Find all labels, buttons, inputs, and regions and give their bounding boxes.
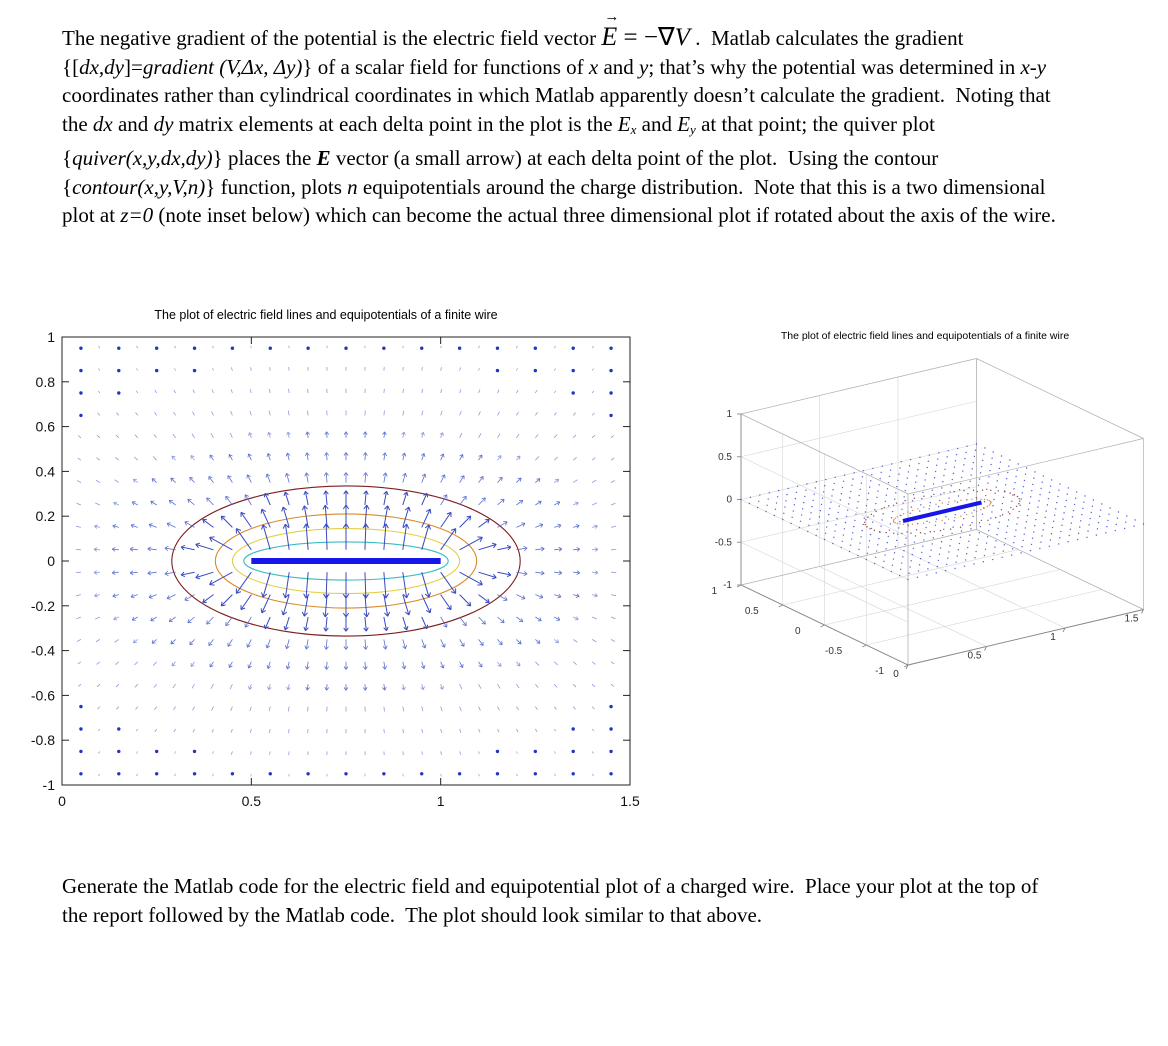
text-segment: } of a scalar field for functions of: [302, 54, 589, 79]
y-tick-label-3d: 0: [795, 626, 801, 637]
z-tick-label-3d: -0.5: [715, 537, 733, 548]
text-segment: gradient: [142, 54, 214, 79]
x-tick-label-3d: 1: [1050, 632, 1056, 643]
text-segment: y: [690, 121, 696, 137]
z-tick-label-3d: -1: [723, 580, 732, 591]
text-segment: dy: [153, 111, 174, 136]
text-segment: E: [601, 10, 619, 50]
text-segment: matrix elements at each delta point in t…: [173, 111, 618, 136]
y-tick-label-3d: -0.5: [825, 646, 843, 657]
text-segment: E: [316, 146, 331, 170]
text-segment: y: [639, 54, 649, 79]
text-segment: (note inset below) which can become the …: [153, 203, 1056, 227]
intro-paragraph: The negative gradient of the potential i…: [62, 10, 1064, 230]
text-segment: (V,Δx, Δy): [214, 54, 303, 79]
y-tick-label: -0.4: [31, 643, 55, 659]
instructions-paragraph: Generate the Matlab code for the electri…: [62, 872, 1047, 930]
text-segment: } places the: [212, 146, 317, 170]
text-segment: coordinates rather than cylindrical coor…: [62, 54, 1056, 136]
plot3d-title: The plot of electric field lines and equ…: [781, 330, 1069, 342]
z-tick-label-3d: 1: [726, 409, 732, 420]
text-segment: dx: [92, 111, 113, 136]
text-segment: . Matlab calculates the gradient {[: [62, 26, 969, 79]
y-tick-label: 0.2: [36, 508, 56, 524]
y-tick-label: 0.8: [36, 374, 56, 390]
text-segment: x-y: [1020, 54, 1047, 79]
y-tick-label-3d: 1: [711, 586, 717, 597]
text-segment: and: [598, 54, 640, 79]
y-tick-label: -0.6: [31, 687, 55, 703]
text-segment: } function, plots: [205, 174, 348, 199]
x-tick-label: 0.5: [242, 793, 262, 809]
wire-line-3d: [902, 500, 982, 523]
text-segment: Generate the Matlab code for the electri…: [62, 874, 1044, 927]
text-segment: x: [630, 121, 637, 137]
y-tick-label: 0: [47, 553, 55, 569]
field-points-plane: [740, 443, 1145, 581]
figure-2d: The plot of electric field lines and equ…: [20, 305, 680, 813]
text-segment: and: [112, 111, 154, 136]
text-segment: and: [636, 111, 678, 136]
plot2d-ticks: [61, 336, 631, 786]
plot2d-title: The plot of electric field lines and equ…: [154, 308, 497, 322]
y-tick-label: -0.8: [31, 732, 55, 748]
x-tick-label-3d: 0.5: [968, 651, 982, 662]
text-segment: at that point; the quiver plot {: [62, 111, 941, 171]
text-segment: n: [347, 174, 358, 199]
text-segment: x: [588, 54, 599, 79]
text-segment: dx,dy: [79, 54, 124, 79]
y-tick-label: -0.2: [31, 598, 55, 614]
y-tick-label-3d: 0.5: [745, 606, 759, 617]
y-tick-label: -1: [43, 777, 56, 793]
x-tick-label-3d: 0: [893, 669, 899, 680]
text-segment: ; that’s why the potential was determine…: [648, 54, 1021, 79]
x-tick-label: 1.5: [620, 793, 640, 809]
text-segment: vector (a small arrow) at each delta poi…: [62, 146, 944, 199]
plot3d-svg: 0 0.5 1 1.5 1 0.5 0 -0.5 -1 1 0.5 0 -0.5 -1 The plot o…: [711, 330, 1145, 680]
text-segment: quiver(x,y,dx,dy): [72, 146, 213, 170]
x-tick-label: 0: [58, 793, 66, 809]
text-segment: E: [677, 111, 691, 136]
y-tick-label-3d: -1: [875, 666, 884, 677]
z-tick-label-3d: 0.5: [718, 452, 732, 463]
text-segment: The negative gradient of the potential i…: [62, 26, 602, 50]
quiver-plot-svg: The plot of electric field lines and equ…: [31, 308, 640, 809]
text-segment: ]=: [123, 54, 143, 79]
text-segment: V: [674, 24, 690, 51]
figure-3d: 0 0.5 1 1.5 1 0.5 0 -0.5 -1 1 0.5 0 -0.5 -1 The plot o…: [690, 325, 1165, 695]
text-segment: = −∇: [617, 24, 675, 51]
x-tick-label: 1: [437, 793, 445, 809]
quiver-field: [75, 345, 617, 777]
text-segment: equipotentials around the charge distrib…: [62, 174, 1051, 228]
text-segment: contour(x,y,V,n): [72, 174, 206, 199]
z-tick-label-3d: 0: [726, 495, 732, 506]
text-segment: E: [617, 111, 631, 136]
y-tick-label: 1: [47, 329, 55, 345]
y-tick-label: 0.6: [36, 419, 56, 435]
x-tick-label-3d: 1.5: [1125, 614, 1139, 625]
y-tick-label: 0.4: [36, 463, 56, 479]
text-segment: z=0: [120, 203, 154, 227]
